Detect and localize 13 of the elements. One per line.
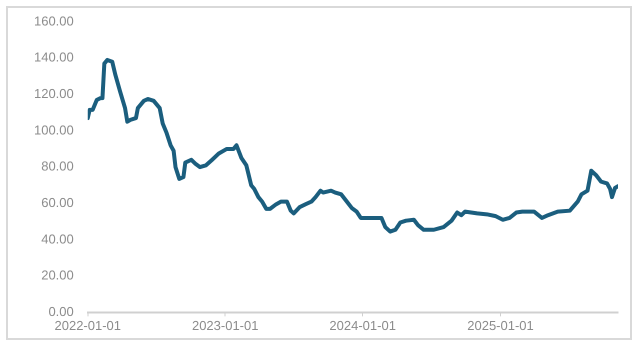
y-tick-label: 20.00 bbox=[41, 268, 74, 283]
y-tick-label: 40.00 bbox=[41, 231, 74, 246]
y-tick-label: 60.00 bbox=[41, 195, 74, 210]
x-tick-label: 2025-01-01 bbox=[467, 318, 534, 333]
y-tick-label: 160.00 bbox=[34, 13, 74, 28]
y-tick-label: 140.00 bbox=[34, 50, 74, 65]
y-tick-label: 100.00 bbox=[34, 122, 74, 138]
y-tick-label: 120.00 bbox=[34, 86, 74, 102]
x-tick-label: 2023-01-01 bbox=[192, 318, 258, 333]
y-tick-label: 0.00 bbox=[48, 304, 74, 319]
y-tick-label: 80.00 bbox=[41, 158, 74, 174]
x-tick-label: 2024-01-01 bbox=[329, 318, 396, 333]
x-tick-label: 2022-01-01 bbox=[54, 318, 122, 333]
